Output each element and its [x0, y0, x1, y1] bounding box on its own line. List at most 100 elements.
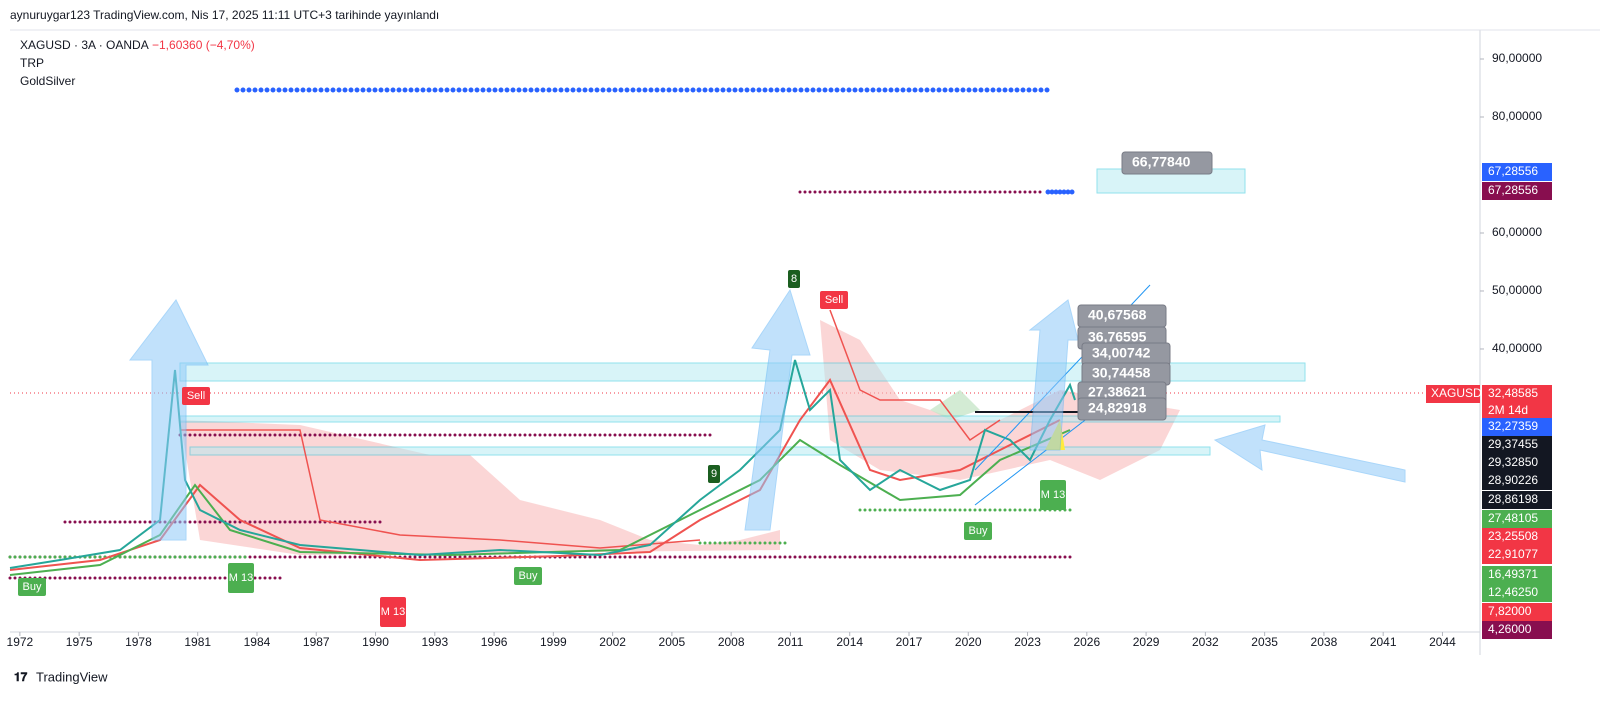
- y-tick-label: 80,00000: [1492, 109, 1542, 123]
- legend-change: −1,60360 (−4,70%): [152, 38, 255, 52]
- price-tag: [1482, 546, 1552, 564]
- x-tick-label: 1990: [362, 635, 389, 649]
- price-tag-sub-label: 2M 14d: [1488, 403, 1528, 417]
- signal: [380, 597, 406, 627]
- header-title: aynuruygar123 TradingView.com, Nis 17, 2…: [10, 8, 439, 22]
- x-tick-label: 2005: [659, 635, 686, 649]
- signal-label: Buy: [969, 525, 988, 537]
- price-tag-label: 32,48585: [1488, 386, 1538, 400]
- x-tick-label: 2035: [1251, 635, 1278, 649]
- legend-indicator: GoldSilver: [20, 74, 75, 88]
- price-tag: [1482, 436, 1552, 454]
- callout: [1121, 151, 1213, 175]
- price-tag-label: 29,32850: [1488, 455, 1538, 469]
- price-tag-label: 12,46250: [1488, 585, 1538, 599]
- legend-indicator: TRP: [20, 56, 44, 70]
- x-tick-label: 2038: [1311, 635, 1338, 649]
- signal-label: 8: [791, 273, 797, 285]
- cloud: [930, 390, 980, 420]
- callout: [1077, 397, 1167, 421]
- price-tag: [1482, 510, 1552, 528]
- x-tick-label: 2011: [778, 635, 804, 649]
- price-tag-label: 28,86198: [1488, 492, 1538, 506]
- signal-label: M 13: [381, 606, 405, 618]
- price-tag-label: 22,91077: [1488, 547, 1538, 561]
- x-tick-label: 1993: [421, 635, 448, 649]
- callout-label: 66,77840: [1132, 154, 1191, 170]
- price-tag-label: 32,27359: [1488, 419, 1538, 433]
- price-tag-label: 29,37455: [1488, 437, 1538, 451]
- x-tick-label: 2044: [1429, 635, 1456, 649]
- signal: [1040, 480, 1066, 510]
- x-tick-label: 2008: [718, 635, 745, 649]
- trend-line: [9, 378, 1061, 571]
- arrow: [744, 288, 811, 531]
- x-tick-label: 1981: [184, 635, 211, 649]
- price-tag-label: 28,90226: [1488, 473, 1538, 487]
- price-tag: [1482, 182, 1552, 200]
- x-tick-label: 2032: [1192, 635, 1219, 649]
- price-tag: [1482, 621, 1552, 639]
- price-tag: [1482, 454, 1552, 472]
- callout-label: 27,38621: [1088, 384, 1147, 400]
- zone: [1096, 168, 1246, 194]
- callout-label: 34,00742: [1092, 345, 1151, 361]
- callout-label: 36,76595: [1088, 329, 1147, 345]
- x-tick-label: 1999: [540, 635, 567, 649]
- price-tag-label: 23,25508: [1488, 529, 1538, 543]
- signal-label: Sell: [825, 294, 843, 306]
- legend-symbol: XAGUSD · 3A · OANDA: [20, 38, 149, 52]
- y-tick-label: 40,00000: [1492, 341, 1542, 355]
- symbol-tag-label: XAGUSD: [1431, 386, 1482, 400]
- signal-label: 9: [711, 468, 717, 480]
- price-tag-label: 4,26000: [1488, 622, 1532, 636]
- signal: [228, 563, 254, 593]
- price-tag-label: 67,28556: [1488, 164, 1538, 178]
- signal-label: Buy: [519, 570, 538, 582]
- x-tick-label: 1975: [66, 635, 93, 649]
- signal: [18, 578, 46, 596]
- x-tick-label: 2029: [1133, 635, 1160, 649]
- x-tick-label: 2026: [1073, 635, 1100, 649]
- price-tag: [1482, 566, 1552, 584]
- arrow: [128, 299, 209, 541]
- x-tick-label: 2014: [836, 635, 863, 649]
- x-tick-label: 1984: [244, 635, 271, 649]
- x-tick-label: 1987: [303, 635, 330, 649]
- callout-label: 24,82918: [1088, 400, 1147, 416]
- signal-label: Buy: [23, 581, 42, 593]
- footer-logo: 𝟏𝟕: [14, 670, 28, 684]
- x-tick-label: 1996: [481, 635, 508, 649]
- price-tag: [1482, 584, 1552, 602]
- x-tick-label: 1972: [7, 635, 34, 649]
- price-tag: [1482, 163, 1552, 181]
- price-tag: [1482, 491, 1552, 509]
- x-tick-label: 2041: [1370, 635, 1397, 649]
- price-tag: [1482, 603, 1552, 621]
- x-tick-label: 2017: [896, 635, 923, 649]
- cloud: [820, 320, 1180, 480]
- arrow: [1028, 299, 1079, 451]
- signal-label: M 13: [229, 572, 253, 584]
- signal: [964, 522, 992, 540]
- price-tag-label: 27,48105: [1488, 511, 1538, 525]
- footer-brand: TradingView: [36, 669, 108, 684]
- price-tag-sub: [1482, 403, 1552, 419]
- price-tag-label: 16,49371: [1488, 567, 1538, 581]
- signal: [820, 291, 848, 309]
- signal: [514, 567, 542, 585]
- signal: [708, 465, 720, 483]
- arrow: [1213, 424, 1406, 483]
- resistance-line: [180, 429, 701, 549]
- price-tag: [1482, 385, 1552, 403]
- x-tick-label: 2020: [955, 635, 982, 649]
- signal-label: Sell: [187, 390, 205, 402]
- y-tick-label: 90,00000: [1492, 51, 1542, 65]
- price-tag: [1482, 528, 1552, 546]
- price-tag-label: 67,28556: [1488, 183, 1538, 197]
- x-tick-label: 1978: [125, 635, 152, 649]
- price-tag: [1482, 472, 1552, 490]
- callout-label: 30,74458: [1092, 365, 1151, 381]
- callout-label: 40,67568: [1088, 307, 1147, 323]
